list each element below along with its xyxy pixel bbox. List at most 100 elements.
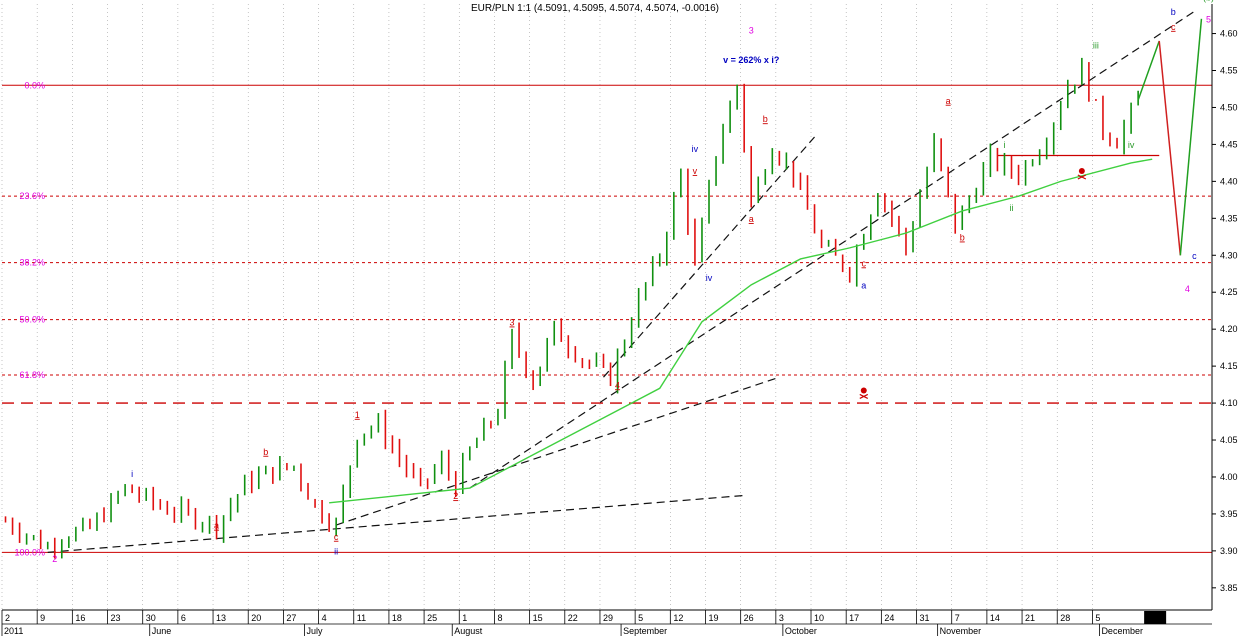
wave-label: iv: [692, 144, 699, 154]
wave-label: v: [693, 166, 698, 176]
wave-label: 5: [1206, 14, 1211, 24]
wave-label: ii: [1010, 203, 1014, 213]
trend-line: [603, 136, 815, 378]
x-tick-label: 17: [849, 613, 859, 623]
x-tick-label: 5: [1095, 613, 1100, 623]
x-tick-label: 23: [111, 613, 121, 623]
wave-label: 1: [355, 410, 360, 420]
x-tick-label: 16: [75, 613, 85, 623]
x-tick-label: 9: [40, 613, 45, 623]
month-label: August: [454, 626, 483, 636]
wave-label: iv: [1128, 140, 1135, 150]
projection-segment: [1158, 40, 1182, 256]
wave-label: 4: [1185, 284, 1190, 294]
chart-title: EUR/PLN 1:1 (4.5091, 4.5095, 4.5074, 4.5…: [471, 3, 719, 14]
y-tick-label: 4.35: [1220, 213, 1238, 223]
x-tick-label: 5: [638, 613, 643, 623]
axes: 4.60 4.55 4.50 4.45 4.40 4.35 4.30 4.25 4.20 4.15…: [1, 4, 1238, 636]
wave-label: b: [960, 232, 965, 242]
y-tick-label: 3.90: [1220, 546, 1238, 556]
y-tick-label: 4.60: [1220, 29, 1238, 39]
wave-label: iii: [1093, 40, 1099, 50]
projection-segment: [1137, 40, 1160, 101]
y-tick-label: 4.00: [1220, 472, 1238, 482]
month-label: December: [1101, 626, 1143, 636]
x-tick-label: 29: [603, 613, 613, 623]
wave-label: 3: [510, 317, 515, 327]
trend-lines: [47, 10, 1195, 553]
wave-label: c: [862, 258, 867, 268]
price-candles: [4, 57, 1139, 559]
skull-bone: [1077, 174, 1087, 180]
x-tick-label: 14: [990, 613, 1000, 623]
y-tick-label: 4.45: [1220, 139, 1238, 149]
fib-level-label: 100.0%: [14, 547, 45, 557]
skull-bone: [859, 393, 869, 400]
wave-label: c: [1171, 22, 1176, 32]
x-tick-label: 20: [251, 613, 261, 623]
month-label: September: [623, 626, 667, 636]
wave-label: i: [131, 469, 133, 479]
wave-label: 4: [615, 380, 620, 390]
wave-label: c: [1192, 251, 1197, 261]
x-tick-label: 25: [427, 613, 437, 623]
x-tick-label: 30: [146, 613, 156, 623]
month-label: June: [152, 626, 172, 636]
y-tick-label: 4.20: [1220, 324, 1238, 334]
grid-lines: [1, 4, 1093, 610]
skull-marker: [860, 387, 867, 394]
x-tick-label: 10: [814, 613, 824, 623]
month-label: October: [785, 626, 817, 636]
x-tick-label: 13: [216, 613, 226, 623]
projection-path: [1137, 18, 1203, 256]
y-tick-label: 4.50: [1220, 102, 1238, 112]
y-tick-label: 4.30: [1220, 250, 1238, 260]
fib-level-label: 23.6%: [19, 191, 45, 201]
wave-label: b: [263, 447, 268, 457]
x-tick-label: 24: [884, 613, 894, 623]
x-tick-label: 31: [920, 613, 930, 623]
wave-label: ii: [334, 547, 338, 557]
y-tick-label: 4.40: [1220, 176, 1238, 186]
y-tick-label: 4.10: [1220, 398, 1238, 408]
fib-level-label: 0.0%: [24, 80, 45, 90]
projection-segment: [1179, 18, 1203, 256]
wave-label: v = 262% x i?: [723, 55, 779, 65]
wave-label: 2: [453, 491, 458, 501]
wave-label: c: [334, 532, 339, 542]
wave-label: b: [1171, 7, 1176, 17]
month-label: 2011: [4, 626, 23, 636]
month-label: November: [940, 626, 982, 636]
wave-label: 3: [749, 26, 754, 36]
y-tick-label: 3.85: [1220, 583, 1238, 593]
fib-level-label: 50.0%: [19, 315, 45, 325]
x-tick-label: 8: [497, 613, 502, 623]
moving-average: [329, 158, 1153, 504]
x-tick-label: 27: [286, 613, 296, 623]
y-tick-label: 3.95: [1220, 509, 1238, 519]
wave-label: a: [214, 521, 219, 531]
wave-label: iv: [706, 273, 713, 283]
x-tick-label: 7: [955, 613, 960, 623]
x-tick-label: 3: [779, 613, 784, 623]
x-tick-label: 15: [533, 613, 543, 623]
trend-line: [469, 10, 1195, 489]
x-tick-label: 22: [568, 613, 578, 623]
y-tick-label: 4.15: [1220, 361, 1238, 371]
x-tick-label: 28: [1060, 613, 1070, 623]
x-tick-label: 2: [5, 613, 10, 623]
fib-level-label: 61.8%: [19, 370, 45, 380]
month-label: July: [307, 626, 324, 636]
wave-label: i: [1003, 140, 1005, 150]
y-tick-label: 4.05: [1220, 435, 1238, 445]
x-tick-label: 18: [392, 613, 402, 623]
x-tick-label: 6: [181, 613, 186, 623]
x-tick-label: 21: [1025, 613, 1035, 623]
x-tick-label: 1: [462, 613, 467, 623]
wave-label: a: [749, 214, 754, 224]
x-tick-label: 12: [673, 613, 683, 623]
x-tick-label: 19: [708, 613, 718, 623]
